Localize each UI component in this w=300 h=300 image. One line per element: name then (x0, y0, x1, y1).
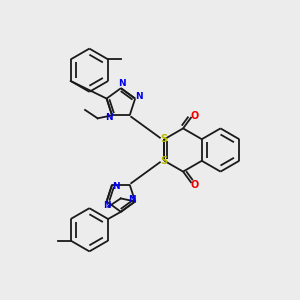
Text: S: S (160, 134, 167, 144)
Text: O: O (191, 179, 199, 190)
Text: N: N (128, 195, 135, 204)
Text: N: N (105, 112, 112, 122)
Text: N: N (135, 92, 143, 101)
Text: S: S (160, 156, 167, 167)
Text: N: N (112, 182, 120, 191)
Text: N: N (118, 80, 125, 88)
Text: N: N (103, 201, 111, 210)
Text: O: O (191, 110, 199, 121)
